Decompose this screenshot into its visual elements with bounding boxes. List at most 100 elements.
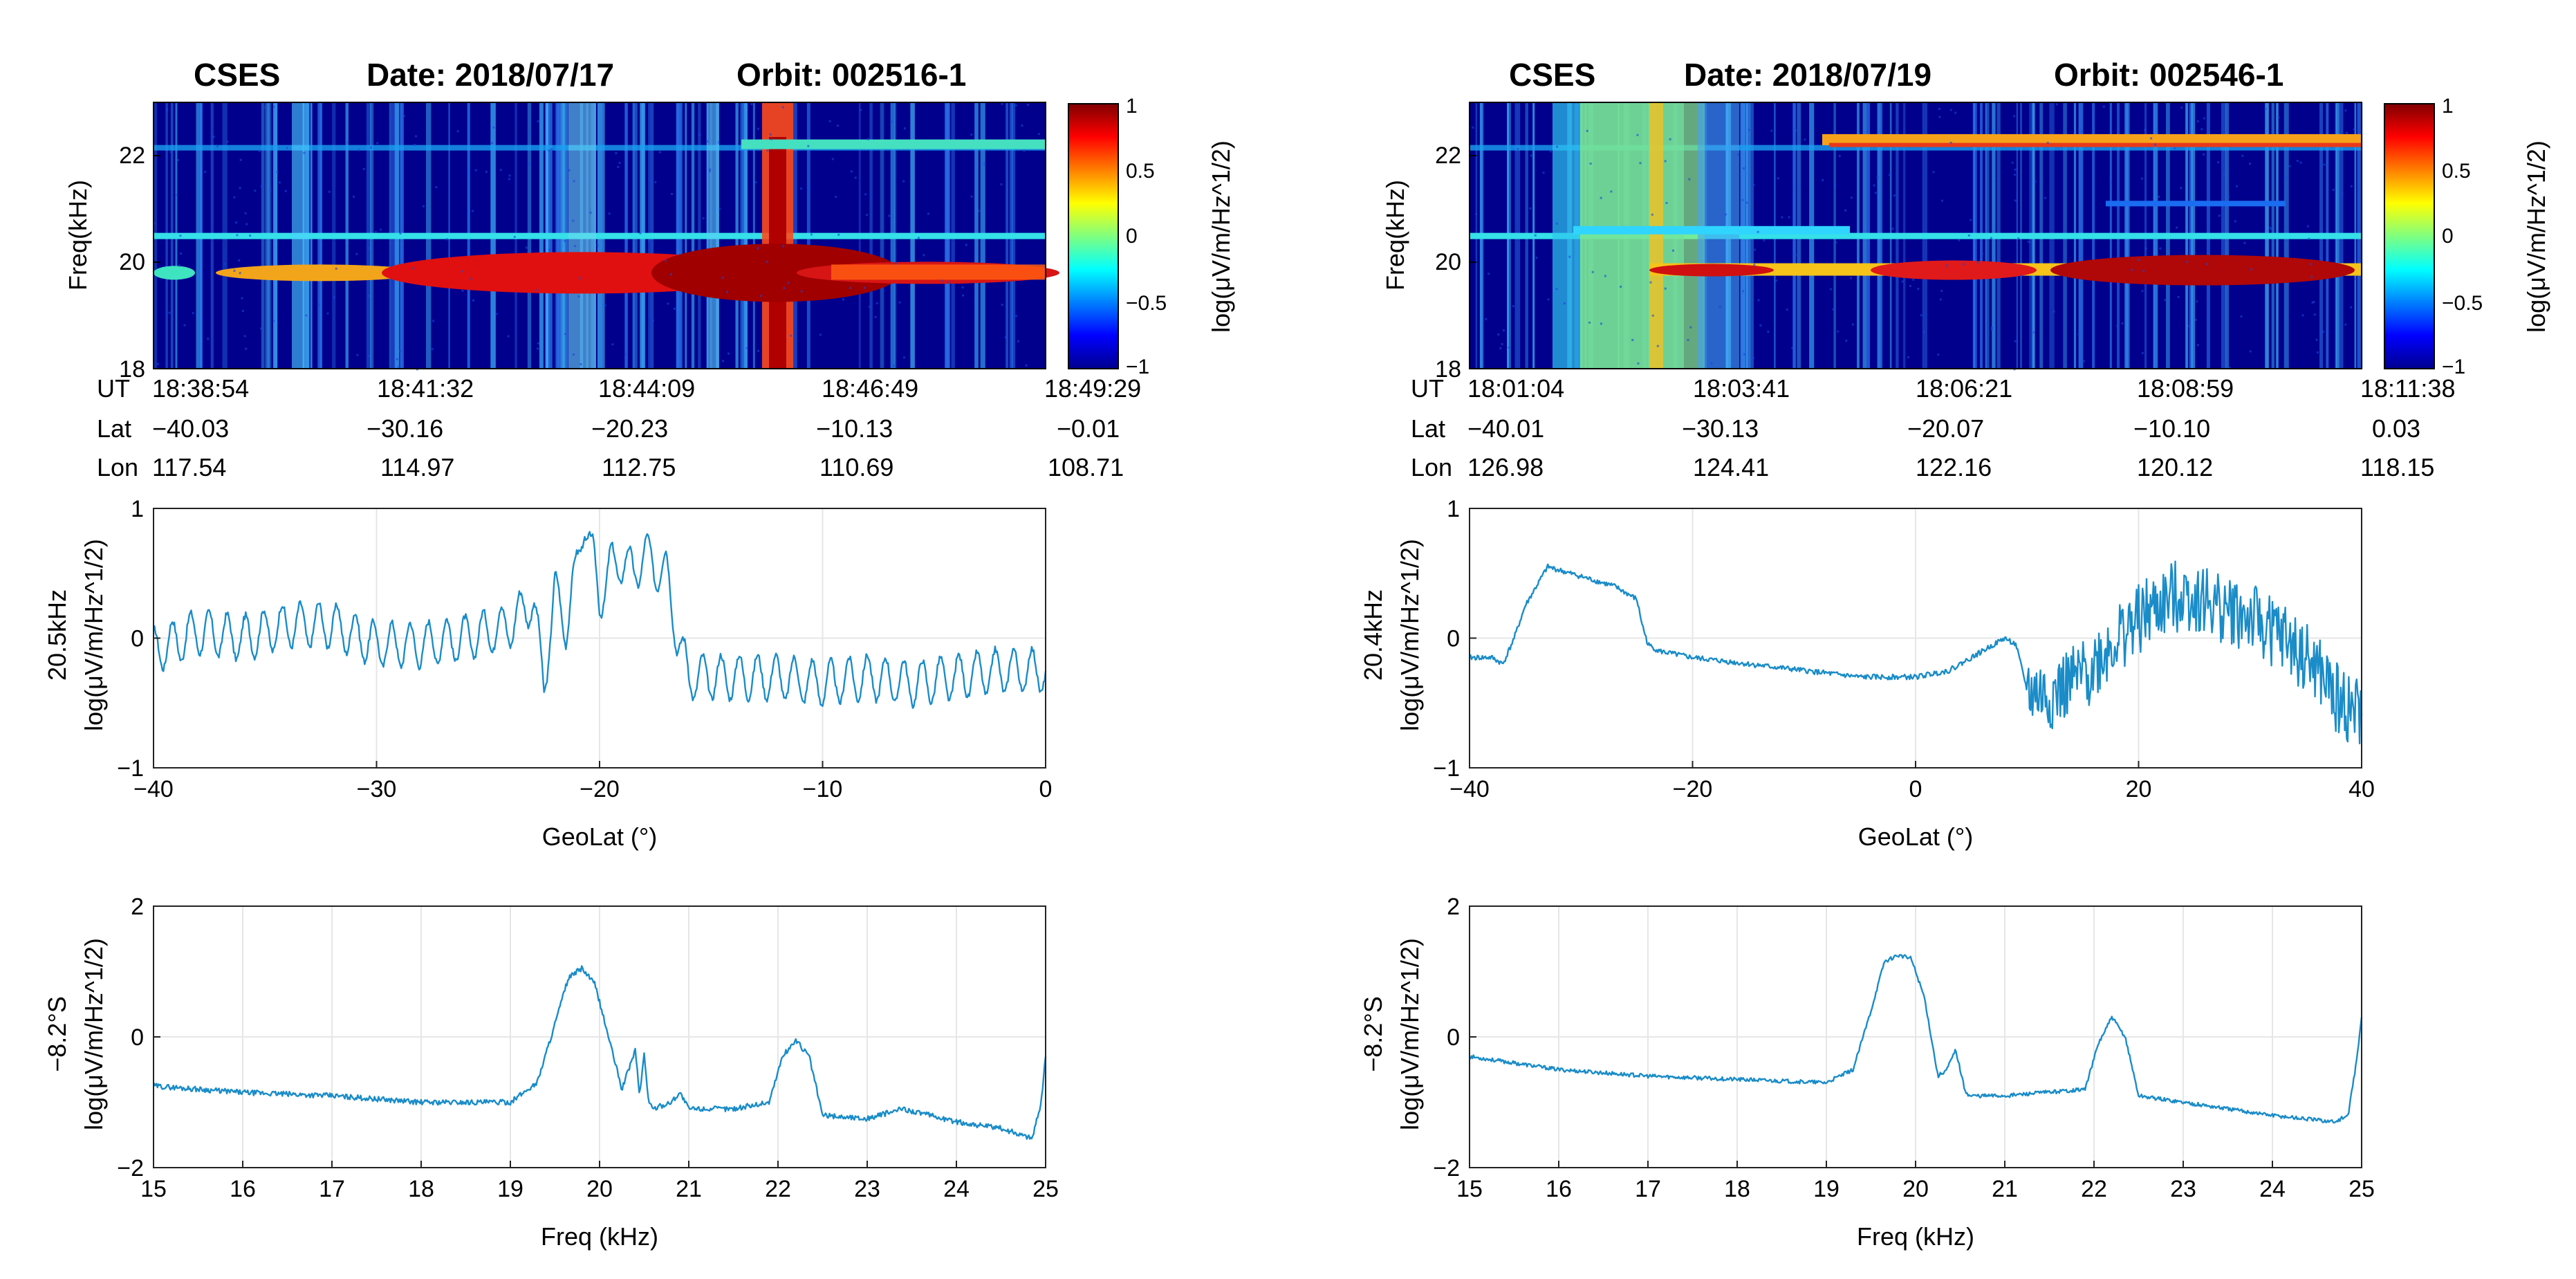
right-spec-speckle — [1671, 249, 1674, 252]
left-lat-xtick-label: −40 — [133, 776, 174, 802]
right-spec-speckle — [2176, 226, 2178, 229]
right-spec-speckle — [2014, 199, 2017, 202]
left-panel: CSES Date: 2018/07/17 Orbit: 002516-1 22… — [43, 57, 1235, 1251]
right-freq-plot-ylabel-units: log(μV/m/Hz^1/2) — [1396, 938, 1424, 1130]
right-lat-plot-ylabel: 20.4kHz — [1359, 589, 1387, 681]
right-spec-speckle — [2323, 163, 2326, 166]
right-spec-ytick-18: 18 — [1435, 356, 1461, 383]
right-spec-speckle — [2014, 168, 2017, 171]
right-spec-speckle — [2138, 259, 2140, 261]
left-spec-speckle — [192, 312, 194, 315]
right-panel: CSES Date: 2018/07/19 Orbit: 002546-1 22… — [1359, 57, 2550, 1251]
right-spec-speckle — [2177, 295, 2180, 298]
left-spec-speckle — [508, 178, 510, 181]
left-spec-speckle — [207, 338, 210, 340]
right-spec-ytick-22: 22 — [1435, 142, 1461, 169]
left-lon-label: Lon — [97, 453, 138, 481]
right-spec-speckle — [1901, 280, 1904, 283]
right-spec-speckle — [2354, 278, 2357, 281]
left-spec-speckle — [808, 350, 810, 353]
right-spec-speckle — [1804, 138, 1806, 141]
right-spec-speckle — [1998, 178, 2001, 181]
right-spec-burst — [1649, 102, 1663, 369]
left-spec-speckle — [800, 290, 803, 293]
right-spec-speckle — [1610, 190, 1613, 193]
right-spec-speckle — [2142, 270, 2145, 273]
right-spec-speckle — [1724, 213, 1727, 216]
right-spec-speckle — [1822, 178, 1824, 181]
right-spec-speckle — [1497, 333, 1500, 336]
left-spec-speckle — [865, 214, 868, 217]
right-spec-speckle — [1788, 216, 1790, 219]
right-spec-speckle — [1753, 264, 1756, 266]
left-spec-speckle — [759, 295, 762, 297]
left-spectrogram: 22 20 18 Freq(kHz) — [64, 102, 1059, 383]
right-spec-speckle — [1488, 273, 1490, 275]
left-lat-series-line — [153, 531, 1047, 709]
left-spectrogram-features — [154, 102, 1059, 371]
left-spec-speckle — [719, 208, 721, 210]
left-spec-speckle — [658, 151, 661, 154]
left-lat-value: −40.03 — [152, 414, 229, 443]
right-ut-label: UT — [1411, 374, 1444, 403]
right-spec-speckle — [1568, 255, 1571, 258]
left-spec-speckle — [456, 130, 459, 133]
right-spec-speckle — [1795, 129, 1798, 132]
right-spec-speckle — [1475, 213, 1478, 216]
right-spec-speckle — [1687, 338, 1689, 341]
right-spec-speckle — [1665, 201, 1668, 204]
right-spec-speckle — [1472, 126, 1474, 129]
right-freq-xtick-label: 23 — [2170, 1176, 2196, 1202]
left-spec-speckle — [917, 237, 920, 239]
left-freq-ytick-label: 2 — [131, 894, 144, 920]
left-ut-value: 18:38:54 — [152, 374, 249, 403]
right-spec-speckle — [2218, 214, 2221, 217]
left-spec-speckle — [169, 151, 172, 154]
right-spec-emission — [2050, 255, 2355, 286]
left-spec-speckle — [461, 270, 464, 273]
left-spec-speckle — [380, 228, 382, 231]
left-colorbar: 1 0.5 0 −0.5 −1 log(μV/m/Hz^1/2) — [1068, 95, 1235, 378]
left-spec-speckle — [783, 286, 786, 289]
right-spec-speckle — [2102, 105, 2105, 108]
right-spec-speckle — [1893, 194, 1896, 197]
left-spec-speckle — [472, 299, 474, 302]
right-spec-speckle — [1753, 248, 1756, 251]
left-freq-series-line — [152, 965, 1047, 1140]
right-spec-speckle — [1649, 281, 1652, 284]
left-freq-xtick-label: 22 — [765, 1176, 791, 1202]
left-spec-emission — [651, 243, 900, 302]
left-spec-speckle — [399, 232, 402, 235]
right-spec-speckle — [2203, 117, 2205, 120]
right-spec-speckle — [1990, 326, 1993, 329]
right-spec-speckle — [1656, 344, 1659, 347]
right-spec-speckle — [1798, 185, 1801, 187]
right-freq-series-line — [1469, 954, 2363, 1124]
right-spec-speckle — [2250, 268, 2252, 270]
left-spec-speckle — [492, 126, 495, 129]
right-spec-speckle — [2196, 300, 2198, 303]
right-spec-speckle — [1920, 314, 1922, 317]
left-spec-ytick-22: 22 — [119, 142, 145, 169]
left-spec-speckle — [550, 148, 553, 151]
right-spec-speckle — [1502, 329, 1505, 332]
right-spec-speckle — [1873, 184, 1875, 187]
left-spec-speckle — [376, 142, 379, 145]
left-spec-speckle — [241, 297, 243, 300]
right-lon-value: 126.98 — [1467, 453, 1544, 481]
left-spec-speckle — [578, 277, 581, 279]
right-spec-speckle — [2241, 154, 2244, 157]
right-spec-speckle — [1636, 134, 1639, 136]
right-spec-speckle — [1604, 275, 1606, 277]
right-freq-xtick-label: 22 — [2081, 1176, 2107, 1202]
right-spec-speckle — [1563, 302, 1566, 305]
left-spec-band-22 — [154, 145, 1046, 151]
left-spec-speckle — [867, 138, 869, 140]
right-spec-speckle — [2316, 351, 2319, 353]
left-spec-speckle — [766, 149, 769, 152]
right-lat-value: −40.01 — [1467, 414, 1544, 443]
right-lat-xtick-label: 0 — [1909, 776, 1922, 802]
left-spec-speckle — [537, 120, 539, 122]
right-freq-xtick-label: 17 — [1635, 1176, 1661, 1202]
right-spec-speckle — [2196, 344, 2199, 347]
